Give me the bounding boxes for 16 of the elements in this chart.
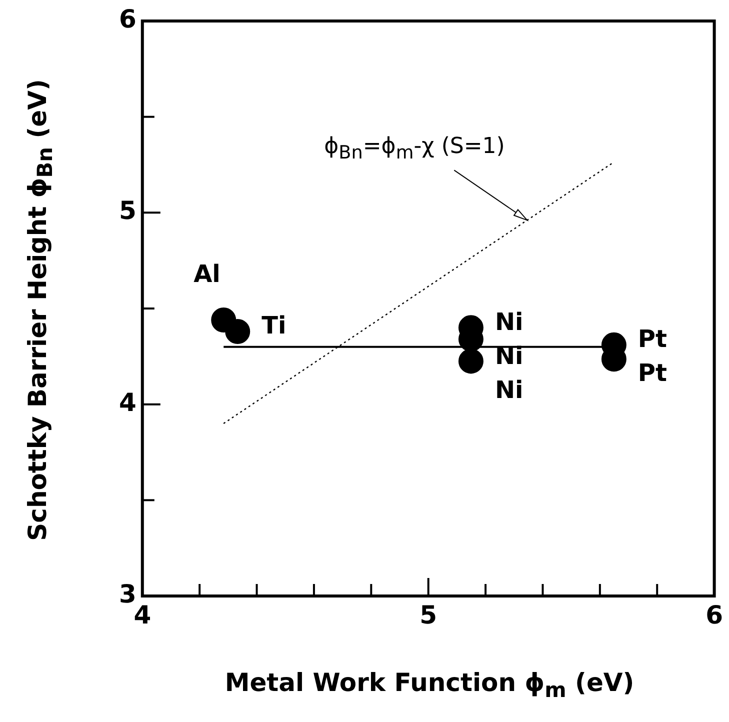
x-tick-label: 5 <box>420 600 438 630</box>
y-tick-label: 3 <box>118 580 136 608</box>
data-label: Ni <box>494 308 524 336</box>
data-label: Al <box>194 260 220 288</box>
data-label: Ni <box>494 376 524 404</box>
point <box>458 348 484 374</box>
x-tick-label: 6 <box>706 600 724 630</box>
data-label: Pt <box>638 359 667 388</box>
y-tick-label: 6 <box>118 4 136 34</box>
point <box>225 319 250 344</box>
x-axis-title: Metal Work Function ϕ$_{m}$ (eV) <box>224 668 636 702</box>
y-tick-label: 4 <box>118 388 136 417</box>
y-tick-label: 5 <box>118 196 136 226</box>
data-label: Ti <box>262 312 286 340</box>
text: ϕ$_{Bn}$=ϕ$_{m}$-χ (S=1) <box>324 134 505 164</box>
data-label: Pt <box>638 325 667 354</box>
